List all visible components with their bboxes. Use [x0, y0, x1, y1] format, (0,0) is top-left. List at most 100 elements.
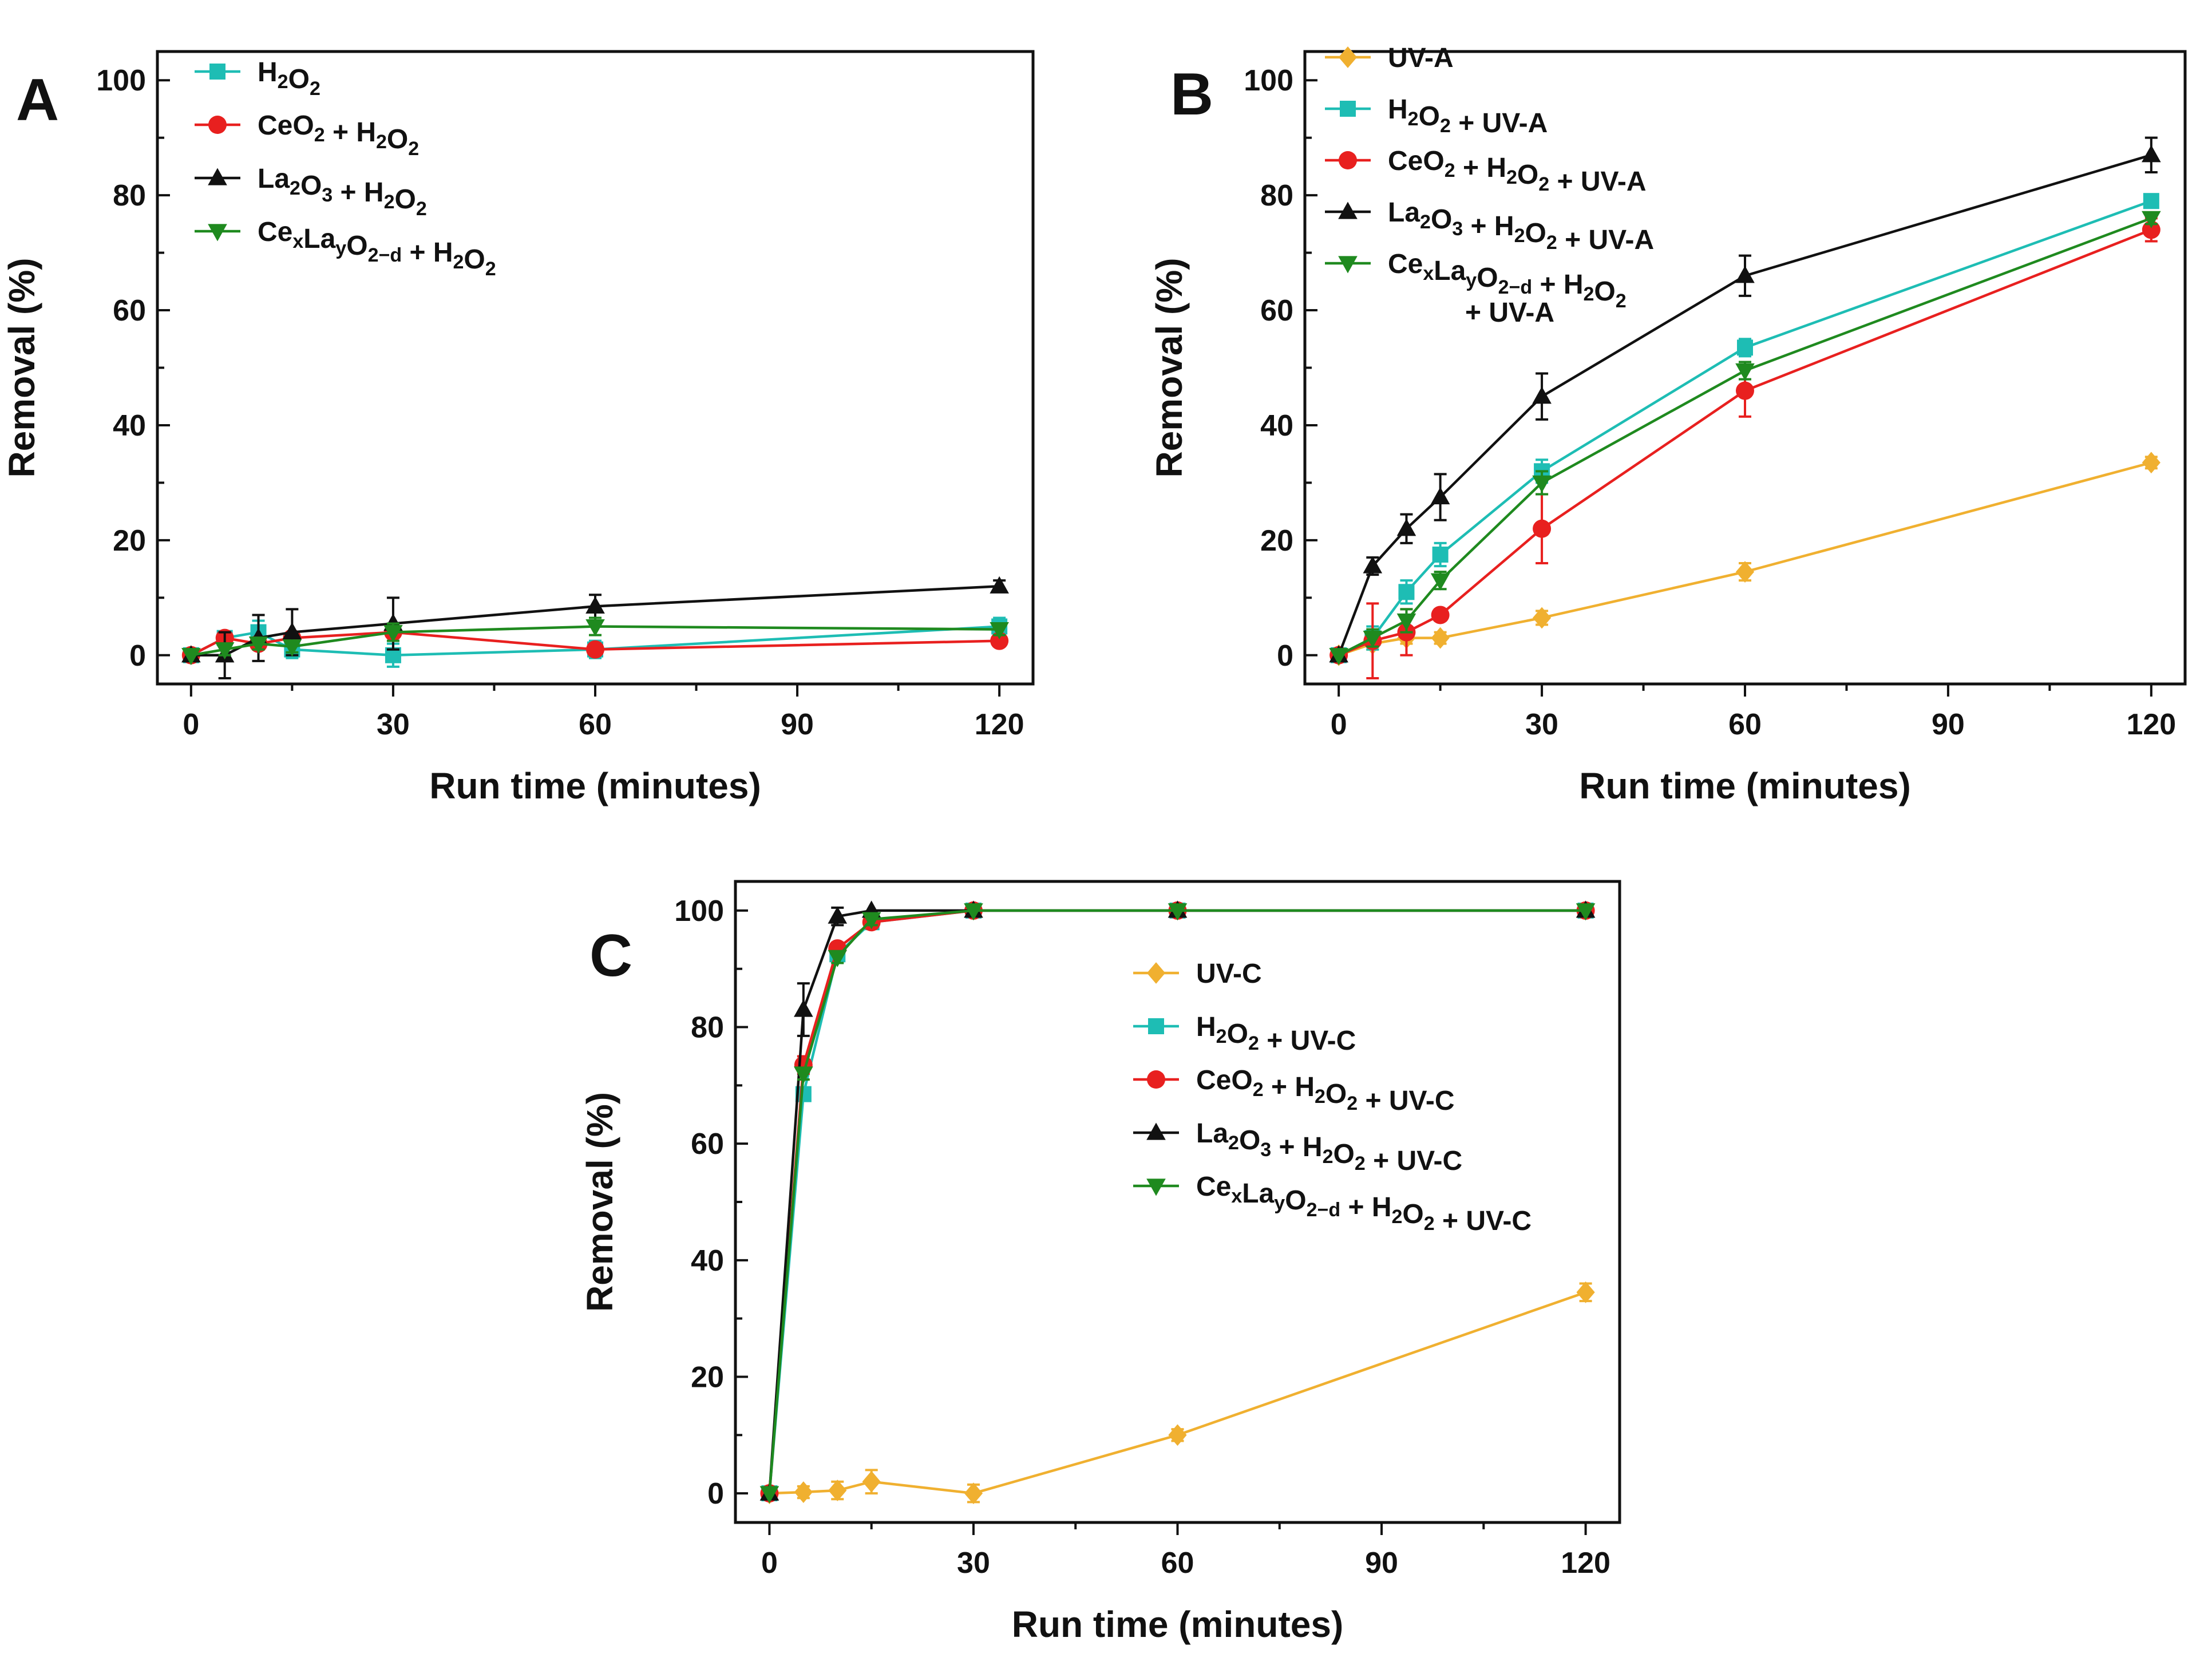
y-tick-label: 80 — [691, 1011, 724, 1045]
x-tick-label: 60 — [1728, 708, 1762, 741]
x-tick-label: 120 — [975, 708, 1024, 741]
legend-marker — [1148, 1018, 1164, 1034]
data-point — [585, 596, 605, 614]
data-point — [2142, 211, 2161, 228]
data-point — [1329, 648, 1348, 666]
data-point — [586, 640, 604, 659]
data-point — [828, 1480, 847, 1501]
data-point — [1735, 363, 1755, 381]
data-point — [794, 999, 813, 1017]
series-cexlayo2-d-h2o2-uv-c — [759, 903, 1596, 1504]
legend-label: H2O2 + UV-A — [1388, 94, 1548, 139]
data-point — [828, 906, 848, 924]
legend-item: CexLayO2−d + H2O2+ UV-A — [1325, 249, 1627, 328]
legend-marker — [208, 116, 227, 134]
x-tick-label: 60 — [1161, 1547, 1194, 1580]
y-axis-title: Removal (%) — [1149, 258, 1190, 477]
legend-label: UV-C — [1196, 959, 1262, 989]
y-tick-label: 100 — [1244, 64, 1293, 97]
x-axis-title: Run time (minutes) — [1579, 765, 1911, 806]
data-point — [1168, 903, 1188, 921]
legend-label: La2O3 + H2O2 + UV-C — [1196, 1118, 1462, 1176]
data-point — [828, 950, 848, 967]
data-point — [585, 619, 605, 637]
legend-label: CexLayO2−d + H2O2 — [258, 217, 496, 280]
legend-label: H2O2 + UV-C — [1196, 1012, 1356, 1056]
legend-label: CexLayO2−d + H2O2 — [1388, 249, 1627, 312]
data-point — [383, 624, 403, 643]
legend-marker — [1146, 1122, 1166, 1140]
y-tick-label: 0 — [1277, 639, 1293, 673]
series-line — [768, 909, 1586, 1494]
data-point — [1431, 627, 1450, 649]
legend-item: UV-A — [1325, 43, 1454, 73]
data-point — [2142, 145, 2161, 163]
data-point — [990, 576, 1009, 594]
x-tick-label: 0 — [1331, 708, 1347, 741]
legend-label: CexLayO2−d + H2O2 + UV-C — [1196, 1172, 1532, 1236]
series-line — [768, 909, 1586, 1494]
data-point — [861, 912, 881, 930]
data-point — [1363, 631, 1383, 648]
legend-label: H2O2 — [258, 57, 320, 100]
legend-item: La2O3 + H2O2 + UV-A — [1325, 197, 1654, 255]
y-tick-label: 40 — [691, 1244, 724, 1277]
x-tick-label: 120 — [2126, 708, 2176, 741]
panel-letter: B — [1170, 61, 1213, 128]
data-point — [1430, 573, 1450, 591]
legend-label: CeO2 + H2O2 + UV-A — [1388, 146, 1647, 197]
series-cexlayo2-d-h2o2-uv-a — [1329, 211, 2161, 666]
legend-marker — [208, 168, 227, 185]
legend-item: H2O2 + UV-C — [1133, 1012, 1356, 1056]
data-point — [1532, 386, 1552, 404]
x-tick-label: 60 — [579, 708, 612, 741]
legend-marker — [1146, 962, 1166, 984]
legend-item: CexLayO2−d + H2O2 + UV-C — [1133, 1172, 1532, 1236]
y-tick-label: 20 — [1260, 524, 1293, 557]
series-la2o3-h2o2-uv-a — [1329, 136, 2161, 663]
y-tick-label: 20 — [113, 524, 146, 557]
data-point — [2142, 220, 2160, 239]
legend-item: H2O2 — [195, 57, 320, 100]
data-point — [181, 648, 201, 666]
data-point — [2142, 452, 2160, 474]
y-tick-label: 60 — [113, 294, 146, 327]
series-line — [768, 909, 1586, 1494]
y-tick-label: 60 — [691, 1128, 724, 1161]
legend-label: CeO2 + H2O2 — [258, 110, 419, 160]
y-tick-label: 20 — [691, 1360, 724, 1394]
data-point — [862, 1470, 881, 1493]
data-point — [248, 636, 268, 654]
legend-marker — [209, 64, 225, 80]
plot-frame — [156, 50, 1035, 686]
legend-marker — [1338, 256, 1358, 274]
data-point — [1532, 475, 1552, 493]
data-point — [1396, 519, 1416, 536]
legend-marker — [1146, 1178, 1166, 1196]
panel-letter: A — [16, 67, 59, 133]
data-point — [1396, 613, 1416, 631]
data-point — [1736, 381, 1754, 400]
series-cexlayo2-d-h2o2 — [181, 616, 1009, 666]
series-line — [768, 909, 1586, 1494]
legend-label: La2O3 + H2O2 — [258, 164, 427, 220]
data-point — [1168, 1424, 1187, 1446]
legend-marker — [1338, 201, 1358, 219]
x-tick-label: 90 — [781, 708, 814, 741]
legend-item: CeO2 + H2O2 + UV-C — [1133, 1065, 1455, 1116]
legend-marker — [1340, 101, 1356, 117]
x-tick-label: 120 — [1561, 1547, 1610, 1580]
data-point — [1431, 606, 1450, 624]
data-point — [964, 1482, 983, 1504]
series-uv-c — [760, 1281, 1595, 1504]
y-tick-label: 100 — [96, 64, 146, 97]
data-point — [2143, 193, 2159, 209]
panel-c: C 0 20 40 60 80 100 0 30 60 90 120 Run time (minutes… — [579, 880, 1621, 1645]
data-point — [215, 642, 235, 660]
series-la2o3-h2o2-uv-c — [759, 900, 1596, 1501]
x-tick-label: 0 — [761, 1547, 778, 1580]
legend-item: CeO2 + H2O2 + UV-A — [1325, 146, 1647, 197]
